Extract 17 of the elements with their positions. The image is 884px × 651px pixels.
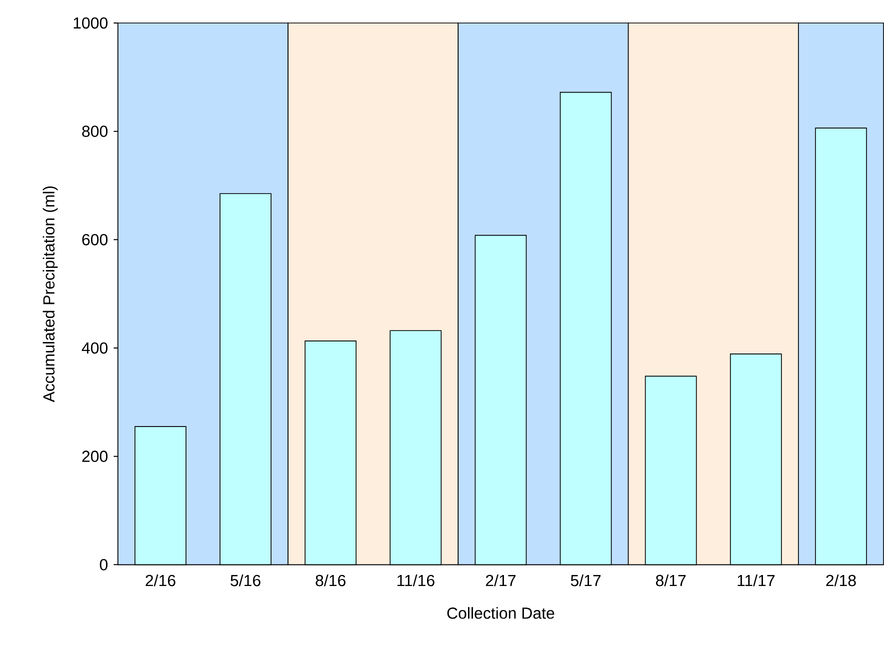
- x-tick-label: 2/18: [826, 574, 856, 586]
- x-axis-title: Collection Date: [447, 607, 554, 619]
- x-tick-label: 2/17: [486, 574, 516, 586]
- y-tick-label: 1000: [74, 18, 108, 29]
- x-tick-label: 11/16: [397, 574, 434, 586]
- x-tick-label: 5/16: [230, 574, 260, 586]
- x-tick-label: 5/17: [570, 574, 601, 586]
- x-tick-label: 8/16: [316, 574, 346, 586]
- y-tick-label: 200: [82, 450, 108, 462]
- x-tick-label: 8/17: [656, 574, 686, 586]
- x-tick-label: 2/16: [146, 574, 176, 586]
- y-tick-label: 0: [100, 559, 108, 571]
- y-tick-label: 800: [82, 126, 108, 138]
- y-axis-title: Accumulated Precipitation (ml): [42, 186, 58, 402]
- y-tick-label: 600: [82, 234, 108, 246]
- y-tick-label: 400: [82, 342, 108, 354]
- x-tick-label: 11/17: [738, 574, 775, 586]
